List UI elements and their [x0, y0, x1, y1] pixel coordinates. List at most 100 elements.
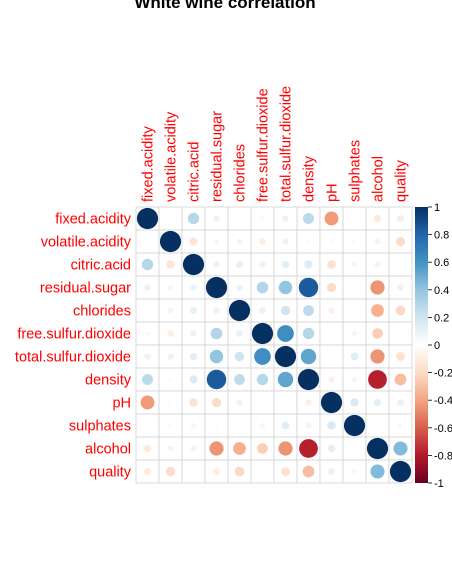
correlation-circle: [192, 470, 195, 473]
correlation-circle: [257, 443, 268, 454]
color-legend-tick-label: 0.8: [434, 230, 449, 242]
correlation-circle: [167, 445, 174, 452]
correlation-circle: [370, 349, 385, 364]
row-label: density: [85, 373, 132, 389]
correlation-circle: [394, 373, 407, 386]
correlation-circle: [168, 423, 173, 428]
column-label: chlorides: [233, 144, 249, 202]
correlation-circle: [236, 238, 243, 245]
correlation-circle: [189, 398, 198, 407]
correlation-circle: [234, 466, 245, 477]
correlation-circle: [190, 422, 197, 429]
correlation-circle: [278, 280, 293, 295]
correlation-circle: [284, 401, 287, 404]
correlation-circle: [373, 214, 382, 223]
correlation-circle: [376, 424, 379, 427]
correlation-circle: [352, 469, 357, 474]
column-label: residual.sugar: [210, 111, 226, 202]
correlation-circle: [282, 238, 289, 245]
row-label: free.sulfur.dioxide: [17, 327, 131, 343]
correlation-circle: [277, 325, 294, 342]
correlation-circle: [350, 398, 359, 407]
correlation-circle: [168, 400, 173, 405]
correlation-circle: [214, 423, 219, 428]
correlation-circle: [209, 349, 224, 364]
row-label: citric.acid: [71, 258, 131, 274]
color-legend-ticks: 1 0.8 0.6 0.4 0.2 0 -0.2 -0.4 -0.6 -0.8 -1: [428, 202, 452, 490]
column-label: sulphates: [348, 140, 364, 202]
color-legend-tick-label: -0.2: [434, 368, 452, 380]
row-label: alcohol: [85, 442, 131, 458]
color-legend-tick-label: 0.2: [434, 312, 449, 324]
correlation-circle: [259, 307, 266, 314]
correlation-circle: [374, 261, 381, 268]
row-label: fixed.acidity: [55, 212, 132, 228]
correlation-circle: [159, 230, 182, 253]
correlation-circle: [328, 468, 335, 475]
correlation-circle: [259, 261, 266, 268]
correlation-circle: [206, 369, 227, 390]
correlation-circle: [398, 423, 403, 428]
correlation-circle: [397, 399, 404, 406]
correlation-circle: [281, 421, 290, 430]
correlation-circle: [233, 442, 246, 455]
correlation-circle: [297, 368, 320, 391]
correlation-circle: [167, 307, 174, 314]
correlation-circle: [373, 398, 382, 407]
correlation-circle: [300, 348, 317, 365]
correlation-circle: [343, 414, 366, 437]
correlation-circle: [352, 239, 357, 244]
correlation-circle: [327, 260, 336, 269]
correlation-circle: [141, 258, 154, 271]
correlation-circle: [328, 376, 335, 383]
row-label: volatile.acidity: [41, 235, 132, 251]
correlation-circles: [136, 207, 412, 483]
correlation-circle: [351, 376, 358, 383]
correlation-circle: [145, 331, 150, 336]
column-label: fixed.acidity: [141, 125, 157, 202]
correlation-circle: [261, 470, 264, 473]
correlation-circle: [234, 374, 245, 385]
correlation-circle: [140, 395, 155, 410]
correlation-circle: [352, 285, 357, 290]
correlation-circle: [167, 284, 174, 291]
correlation-circle: [259, 238, 266, 245]
correlation-circle: [370, 464, 385, 479]
correlation-circle: [396, 352, 405, 361]
correlation-circle: [371, 304, 384, 317]
correlation-circle: [329, 239, 334, 244]
correlation-circle: [320, 391, 343, 414]
correlation-circle: [190, 284, 197, 291]
correlation-circle: [167, 330, 174, 337]
correlation-circle: [136, 207, 159, 230]
correlation-circle: [251, 322, 274, 345]
column-label: free.sulfur.dioxide: [256, 88, 272, 202]
color-legend-tick-label: 0.6: [434, 257, 449, 269]
column-labels: fixed.acidity volatile.acidity citric.acid…: [141, 86, 410, 202]
correlation-circle: [351, 261, 358, 268]
correlation-circle: [259, 422, 266, 429]
correlation-circle: [238, 424, 241, 427]
correlation-circle: [327, 421, 336, 430]
correlation-circle: [261, 401, 264, 404]
correlation-circle: [236, 284, 243, 291]
correlation-circle: [302, 212, 315, 225]
correlation-circle: [305, 422, 312, 429]
correlation-circle: [144, 284, 151, 291]
correlation-circle: [305, 399, 312, 406]
correlation-circle: [399, 332, 402, 335]
correlation-circle: [282, 215, 289, 222]
correlation-circle: [168, 377, 173, 382]
correlation-circle: [235, 260, 244, 269]
color-legend-tick-label: -0.6: [434, 423, 452, 435]
correlation-circle: [146, 309, 149, 312]
correlation-circle: [146, 240, 149, 243]
correlation-circle: [372, 328, 383, 339]
correlation-circle: [370, 280, 385, 295]
chart-title: White wine correlation: [134, 0, 315, 12]
correlation-circle: [303, 305, 314, 316]
correlation-circle: [353, 309, 356, 312]
correlation-circle: [213, 238, 220, 245]
correlation-circle: [366, 437, 389, 460]
